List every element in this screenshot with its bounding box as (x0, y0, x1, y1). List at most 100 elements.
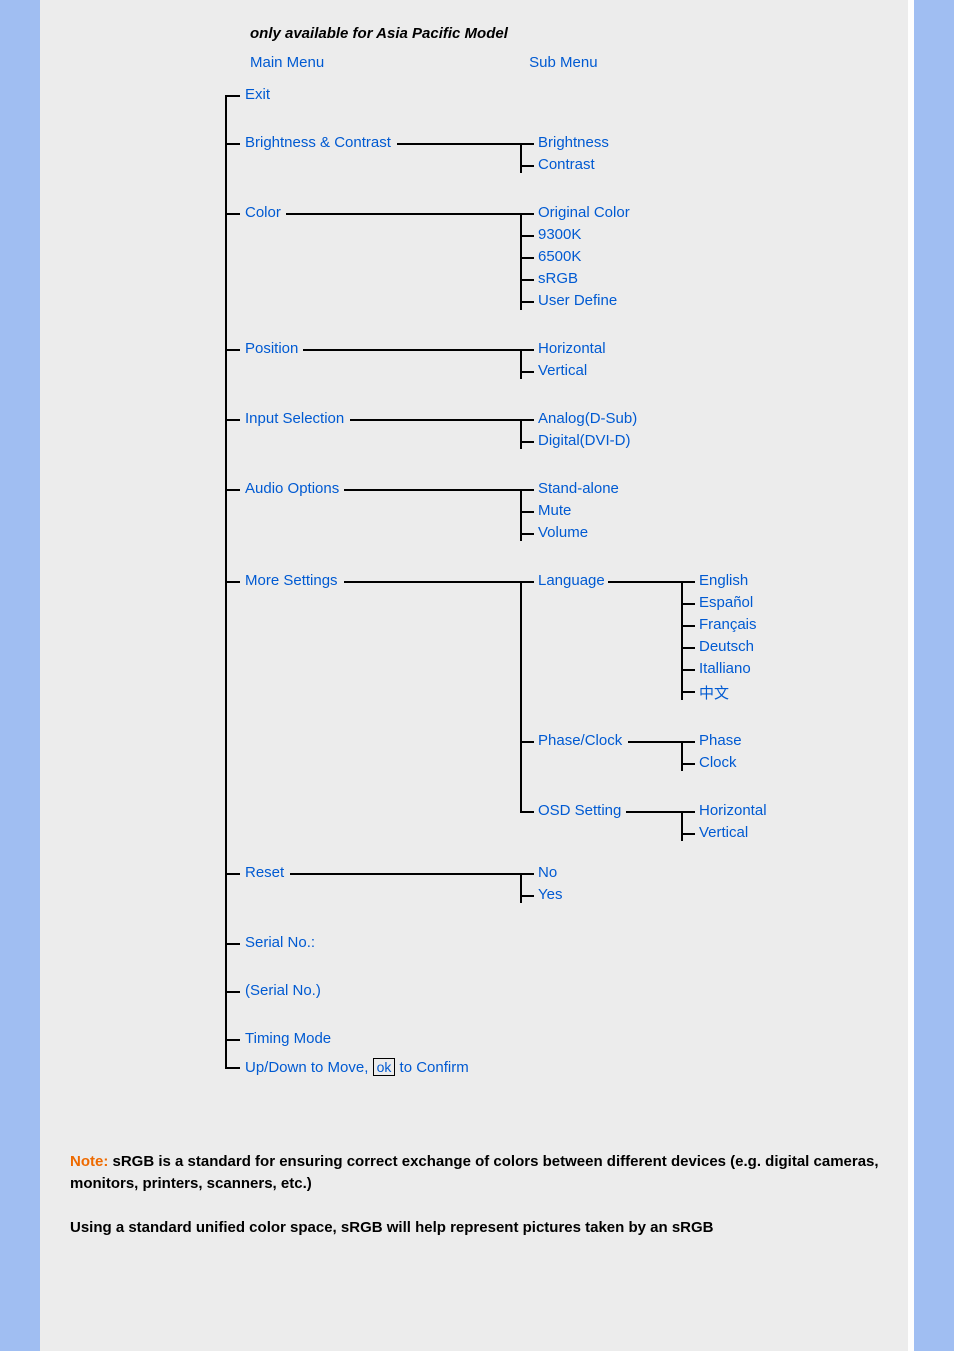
tree-sub-spine (520, 873, 522, 903)
tree-branch (520, 419, 534, 421)
submenu-item-language: Language (538, 572, 605, 589)
tree-sub-spine (520, 349, 522, 379)
tree-branch (681, 763, 695, 765)
tree-branch (225, 1067, 240, 1069)
menu-item-position: Position (245, 340, 298, 357)
tree-sub-spine (520, 213, 522, 310)
sub-menu-header: Sub Menu (529, 54, 597, 71)
tree-connector (626, 811, 681, 813)
menu-item-color: Color (245, 204, 281, 221)
submenu-item: Original Color (538, 204, 630, 221)
submenu-item-phase-clock: Phase/Clock (538, 732, 622, 749)
lang-option: Deutsch (699, 638, 754, 655)
tree-branch (225, 943, 240, 945)
ok-key-icon: ok (373, 1058, 396, 1076)
tree-sub-spine (681, 811, 683, 841)
tree-branch (225, 581, 240, 583)
lang-option: Italliano (699, 660, 751, 677)
menu-item-instructions: Up/Down to Move, ok to Confirm (245, 1058, 469, 1076)
instructions-prefix: Up/Down to Move, (245, 1059, 373, 1076)
tree-branch (520, 511, 534, 513)
document-page: only available for Asia Pacific Model Ma… (40, 0, 914, 1351)
tree-branch (520, 441, 534, 443)
submenu-item-osd-setting: OSD Setting (538, 802, 621, 819)
submenu-item: Volume (538, 524, 588, 541)
tree-branch (681, 625, 695, 627)
submenu-item: Yes (538, 886, 562, 903)
tree-sub-spine (520, 419, 522, 449)
note-label: Note: (70, 1153, 108, 1170)
tree-branch (681, 833, 695, 835)
tree-branch (225, 143, 240, 145)
menu-item-more-settings: More Settings (245, 572, 338, 589)
submenu-item: 6500K (538, 248, 581, 265)
submenu-item: Brightness (538, 134, 609, 151)
body-paragraph: Using a standard unified color space, sR… (70, 1217, 889, 1239)
tree-branch (520, 143, 534, 145)
tree-branch (681, 603, 695, 605)
tree-connector (303, 349, 520, 351)
tree-connector (608, 581, 681, 583)
tree-branch (520, 811, 534, 813)
tree-branch (681, 811, 695, 813)
lang-option: Français (699, 616, 757, 633)
tree-branch (520, 349, 534, 351)
tree-sub-spine (520, 581, 522, 811)
tree-connector (350, 419, 520, 421)
note-paragraph: Note: sRGB is a standard for ensuring co… (70, 1151, 889, 1195)
submenu-item: 9300K (538, 226, 581, 243)
submenu-item: Vertical (538, 362, 587, 379)
tree-branch (681, 691, 695, 693)
tree-connector (290, 873, 520, 875)
page-edge (908, 0, 914, 1351)
tree-branch (225, 489, 240, 491)
tree-connector (344, 581, 520, 583)
menu-item-reset: Reset (245, 864, 284, 881)
submenu-item: Mute (538, 502, 571, 519)
menu-item-serial-no-label: Serial No.: (245, 934, 315, 951)
submenu-item: Contrast (538, 156, 595, 173)
tree-branch (681, 669, 695, 671)
tree-branch (520, 371, 534, 373)
lang-option: 中文 (699, 682, 729, 703)
lang-option: English (699, 572, 748, 589)
tree-branch (681, 741, 695, 743)
submenu-item: Analog(D-Sub) (538, 410, 637, 427)
submenu-item: Horizontal (699, 802, 767, 819)
submenu-item: User Define (538, 292, 617, 309)
tree-branch (520, 873, 534, 875)
tree-branch (520, 279, 534, 281)
tree-branch (520, 489, 534, 491)
tree-branch (681, 581, 695, 583)
submenu-item: sRGB (538, 270, 578, 287)
tree-branch (225, 95, 240, 97)
tree-branch (520, 895, 534, 897)
lang-option: Español (699, 594, 753, 611)
tree-branch (225, 349, 240, 351)
tree-branch (225, 213, 240, 215)
tree-sub-spine (520, 143, 522, 173)
column-headers: Main Menu Sub Menu (250, 54, 889, 71)
tree-branch (681, 647, 695, 649)
menu-item-timing-mode: Timing Mode (245, 1030, 331, 1047)
submenu-item: Phase (699, 732, 742, 749)
instructions-suffix: to Confirm (400, 1059, 469, 1076)
tree-branch (520, 741, 534, 743)
tree-branch (225, 1039, 240, 1041)
tree-sub-spine (681, 741, 683, 771)
tree-connector (344, 489, 520, 491)
tree-branch (225, 873, 240, 875)
tree-branch (520, 213, 534, 215)
tree-branch (520, 165, 534, 167)
submenu-item: Clock (699, 754, 737, 771)
menu-item-exit: Exit (245, 86, 270, 103)
menu-item-serial-no-value: (Serial No.) (245, 982, 321, 999)
submenu-item: Horizontal (538, 340, 606, 357)
tree-branch (520, 235, 534, 237)
tree-connector (397, 143, 520, 145)
tree-branch (520, 533, 534, 535)
availability-note: only available for Asia Pacific Model (250, 25, 889, 42)
submenu-item: No (538, 864, 557, 881)
tree-branch (520, 301, 534, 303)
main-menu-header: Main Menu (250, 54, 525, 71)
